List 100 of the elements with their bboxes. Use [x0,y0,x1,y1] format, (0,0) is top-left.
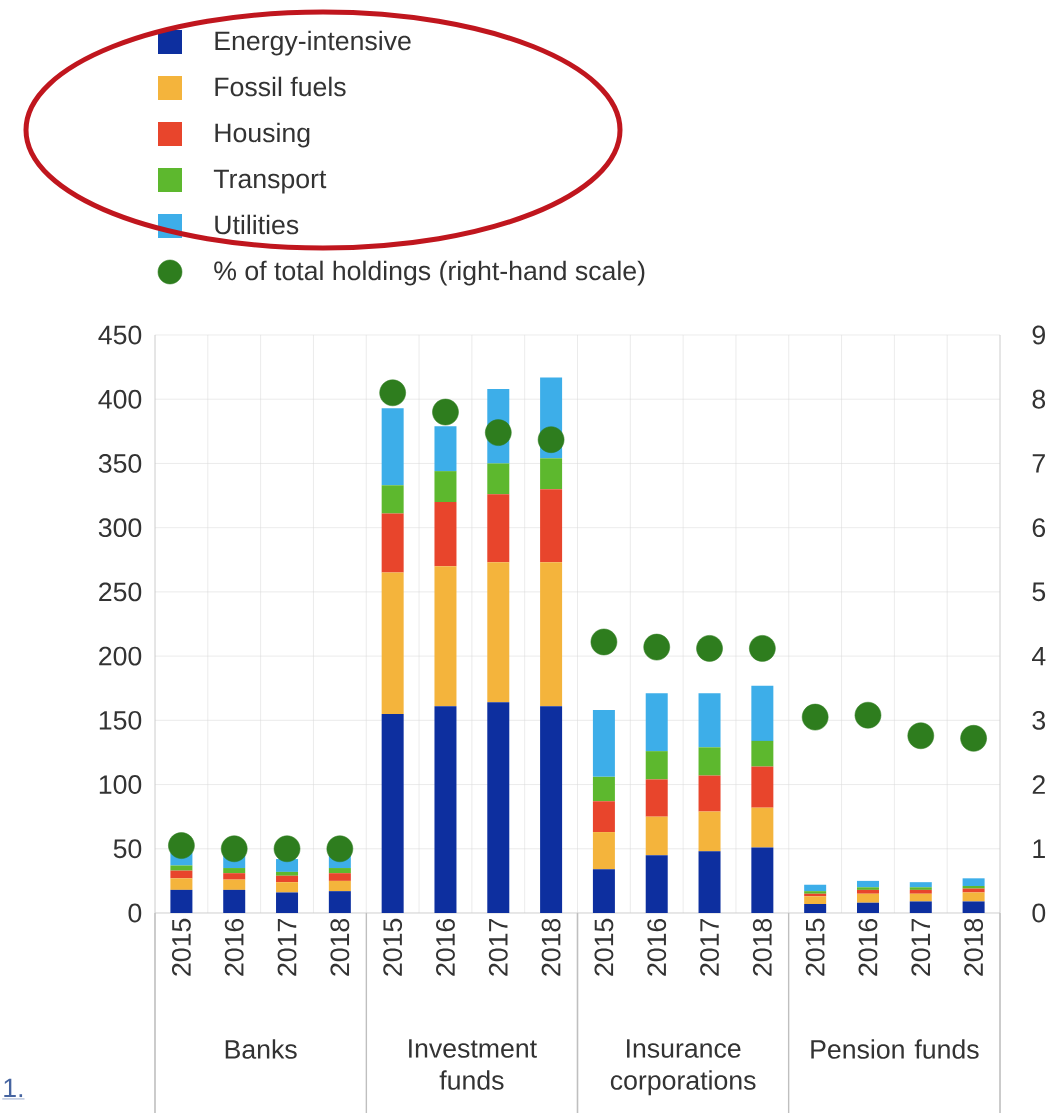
bar [170,878,193,890]
bar [487,702,510,913]
point [643,633,670,661]
legend-label: Transport [213,169,327,194]
x-tick-label: 2016 [224,918,244,976]
bar [592,776,615,802]
bar [276,882,299,893]
point [590,628,618,656]
x-tick-label: 2017 [277,919,297,976]
x-tick-label: 2018 [964,918,984,976]
y-tick-label: 400 [98,389,142,409]
bar [645,816,668,856]
bar [540,562,563,707]
x-tick-label: 2018 [330,918,350,976]
y2-tick-label: 9 [1032,325,1045,345]
y-tick-label: 0 [128,903,142,923]
bar [170,865,193,871]
point [854,701,882,729]
bar [856,902,879,913]
bar [856,880,879,888]
legend-label: % of total holdings (right-hand scale) [214,260,645,286]
bar [804,904,827,913]
bar [540,489,563,563]
point [907,722,935,750]
bar [751,847,774,913]
bar [487,494,510,563]
bar [592,801,615,833]
text: Banks [225,1039,297,1059]
text: Investment funds [409,1039,537,1090]
bar [645,779,668,817]
bar [434,426,457,472]
y2-tick-label: 2 [1032,775,1045,794]
bar [751,685,774,741]
y-tick-label: 150 [99,710,142,730]
bar [328,868,351,874]
bar [381,713,404,913]
bar [170,889,193,913]
bar [751,740,774,767]
bar [645,855,668,913]
bar [592,710,615,777]
bar [962,892,985,902]
y2-tick-label: 6 [1032,518,1046,538]
bar [434,501,457,567]
y2-tick-label: 5 [1032,582,1046,602]
bar [909,893,932,902]
point [220,835,248,863]
y2-tick-label: 3 [1032,710,1046,730]
bar [381,572,404,714]
bar [962,886,985,889]
x-tick-label: 2018 [752,918,772,976]
bar [751,807,774,848]
y2-tick-label: 7 [1032,454,1045,473]
point [960,725,987,752]
text: Insurance corporations [610,1039,756,1096]
legend-label: Housing [215,122,310,148]
bar [592,869,615,913]
bar [804,896,827,905]
y-tick-label: 300 [98,518,142,538]
bar [434,566,457,707]
y-tick-label: 200 [99,646,142,666]
point [801,703,829,731]
bar [856,887,879,890]
bar [487,562,510,703]
bar [540,706,563,913]
bar [381,408,404,486]
bar [592,832,615,870]
bar [487,463,510,495]
y-tick-label: 350 [98,454,142,473]
bar [751,766,774,808]
bar [909,889,932,894]
x-tick-label: 2016 [647,918,667,976]
x-tick-label: 2018 [541,918,561,976]
legend-label: Fossil fuels [215,76,346,97]
legend-label: Utilities [215,214,299,235]
bar [645,693,668,752]
x-tick-label: 2015 [805,918,825,976]
bar [645,751,668,780]
y2-tick-label: 0 [1032,903,1046,923]
bar [381,513,404,573]
bar [962,901,985,913]
x-tick-label: 2017 [488,919,508,976]
text: 1. [4,1078,23,1098]
x-tick-label: 2015 [594,918,614,976]
bar [223,873,246,880]
bar [434,471,457,502]
y-tick-label: 50 [113,839,142,859]
x-tick-label: 2017 [700,919,719,976]
x-tick-label: 2017 [911,919,931,976]
bar [223,889,246,913]
bar [328,873,351,881]
bar [328,891,351,913]
bar [276,875,299,883]
bar [804,884,827,892]
bar [698,693,721,748]
point [432,398,459,426]
bar [909,882,932,888]
bar [381,485,404,514]
bar [698,851,721,913]
bar [909,887,932,890]
point [379,379,406,407]
